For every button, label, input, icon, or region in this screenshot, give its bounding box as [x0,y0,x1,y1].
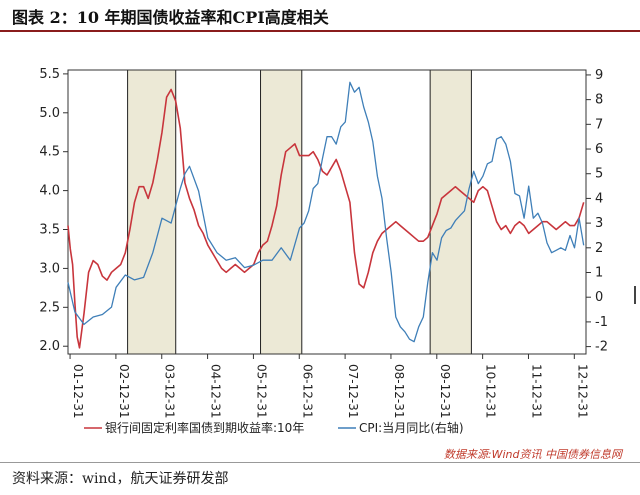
x-tick-label: 03-12-31 [163,364,177,418]
x-tick-label: 01-12-31 [71,364,85,418]
right-tick-label: 6 [595,142,603,157]
left-tick-label: 2.0 [39,339,60,354]
cpi-line [67,81,585,343]
source-note: 资料来源：wind，航天证券研发部 [12,471,229,487]
x-tick-label: 02-12-31 [117,364,131,418]
right-tick-label: -1 [595,315,608,330]
title-divider [0,30,640,32]
scrollbar-edge[interactable] [634,286,636,304]
left-tick-label: 5.5 [39,67,60,82]
right-tick-label: 3 [595,216,603,231]
right-tick-label: -2 [595,340,608,355]
left-tick-label: 2.5 [39,300,60,315]
shade-period-1 [127,69,177,355]
left-tick-label: 4.5 [39,145,60,160]
left-tick-label: 5.0 [39,106,60,121]
right-tick-label: 7 [595,117,603,132]
right-tick-label: 0 [595,290,603,305]
x-tick-label: 09-12-31 [438,364,452,418]
x-tick-label: 08-12-31 [392,364,406,418]
shade-period-2 [260,69,303,355]
right-tick-label: 2 [595,241,603,256]
right-tick-label: 8 [595,93,603,108]
chart-title: 图表 2：10 年期国债收益率和CPI高度相关 [12,8,329,27]
series-layer [67,81,585,349]
right-tick-label: 1 [595,266,603,281]
left-y-axis: 2.0 2.5 3.0 3.5 4.0 4.5 5.0 5.5 [39,67,68,354]
legend: 银行间固定利率国债到期收益率:10年 CPI:当月同比(右轴) [84,420,464,435]
x-tick-label: 06-12-31 [300,364,314,418]
left-tick-label: 4.0 [39,184,60,199]
right-tick-label: 9 [595,68,603,83]
right-y-axis: -2 -1 0 1 2 3 4 5 6 7 8 9 [586,68,608,355]
x-tick-label: 12-12-31 [575,364,589,418]
plot-frame [67,69,587,355]
right-tick-label: 5 [595,167,603,182]
left-tick-label: 3.0 [39,261,60,276]
x-tick-label: 11-12-31 [529,364,543,418]
left-tick-label: 3.5 [39,223,60,238]
x-tick-label: 07-12-31 [346,364,360,418]
watermark-text: 数据来源:Wind资讯 中国债券信息网 [443,448,622,461]
x-tick-label: 05-12-31 [254,364,268,418]
footer-divider [0,462,640,463]
right-tick-label: 4 [595,191,603,206]
shade-period-3 [429,69,472,355]
x-tick-label: 04-12-31 [209,364,223,418]
bond-yield-line [67,88,585,349]
legend-label-bond: 银行间固定利率国债到期收益率:10年 [105,420,304,435]
legend-label-cpi: CPI:当月同比(右轴) [359,420,464,435]
x-tick-label: 10-12-31 [484,364,498,418]
x-axis: 01-12-31 02-12-31 03-12-31 04-12-31 05-12-31… [69,354,589,418]
shaded-periods [127,69,472,355]
